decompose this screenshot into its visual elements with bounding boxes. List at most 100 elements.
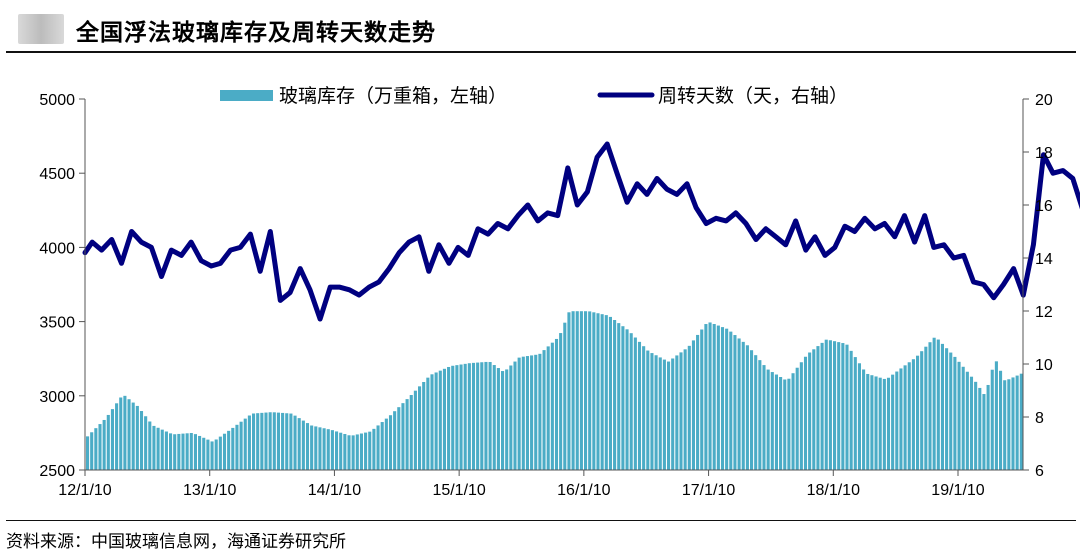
- inventory-bar: [600, 314, 604, 470]
- inventory-bar: [708, 322, 712, 470]
- inventory-bar: [164, 431, 168, 470]
- inventory-bar: [152, 425, 156, 470]
- inventory-bar: [202, 437, 206, 470]
- inventory-bar: [671, 358, 675, 470]
- inventory-bar: [841, 343, 845, 470]
- inventory-bar: [252, 413, 256, 470]
- inventory-bar: [305, 423, 310, 470]
- inventory-bar: [339, 432, 343, 470]
- inventory-bar: [704, 324, 708, 470]
- inventory-bar: [969, 376, 974, 470]
- inventory-bar: [604, 315, 608, 470]
- inventory-bar: [899, 368, 903, 470]
- inventory-bar: [720, 327, 725, 470]
- legend-label-inventory: 玻璃库存（万重箱，左轴）: [279, 85, 507, 107]
- inventory-bar: [301, 420, 305, 470]
- inventory-bar: [235, 424, 239, 470]
- inventory-bar: [625, 329, 629, 470]
- inventory-turnover-chart: 2500 3000 3500 4000 4500 5000 6 8 10 12 14 16 18 20 12…: [39, 85, 1080, 499]
- inventory-bar: [683, 349, 687, 470]
- inventory-bar: [745, 345, 749, 470]
- inventory-bar: [110, 409, 114, 470]
- inventory-bar: [816, 346, 820, 470]
- left-axis-tick-label: 3000: [39, 389, 75, 406]
- inventory-bar: [563, 322, 567, 470]
- inventory-bar: [218, 436, 222, 470]
- inventory-bar: [430, 374, 434, 470]
- axes-layer: 2500 3000 3500 4000 4500 5000 6 8 10 12 14 16 18 20 12…: [39, 92, 1052, 499]
- inventory-bar: [393, 411, 397, 470]
- inventory-bar: [471, 362, 476, 470]
- line-layer: [82, 141, 1080, 322]
- inventory-bar: [754, 355, 758, 470]
- inventory-bar: [961, 366, 965, 470]
- inventory-bar: [650, 353, 654, 470]
- inventory-bar: [501, 371, 505, 470]
- inventory-bar: [131, 402, 135, 470]
- inventory-bar: [401, 403, 405, 470]
- right-axis-tick-label: 18: [1035, 145, 1053, 162]
- right-axis-tick-label: 12: [1035, 304, 1053, 321]
- inventory-bar: [160, 429, 164, 470]
- inventory-bar: [903, 365, 907, 470]
- inventory-bar: [795, 367, 799, 470]
- inventory-bar: [388, 415, 393, 470]
- inventory-bar: [949, 352, 953, 470]
- inventory-bar: [189, 433, 193, 470]
- x-axis-tick-label: 17/1/10: [682, 482, 735, 499]
- inventory-bar: [476, 362, 480, 470]
- inventory-bar: [156, 427, 160, 470]
- inventory-bar: [982, 394, 986, 470]
- inventory-bar: [364, 432, 368, 470]
- title-bar: 全国浮法玻璃库存及周转天数走势: [0, 0, 1080, 58]
- inventory-bar: [525, 356, 529, 470]
- inventory-bar: [916, 355, 920, 470]
- inventory-bar: [928, 342, 932, 470]
- inventory-bar: [144, 416, 148, 470]
- inventory-bar: [945, 348, 949, 470]
- inventory-bar: [696, 334, 700, 470]
- x-axis-tick-label: 16/1/10: [557, 482, 610, 499]
- inventory-bar: [994, 361, 998, 470]
- inventory-bar: [94, 428, 98, 470]
- inventory-bar: [579, 311, 583, 470]
- inventory-bar: [480, 362, 484, 470]
- inventory-bar: [181, 433, 185, 470]
- inventory-bar: [343, 433, 347, 470]
- inventory-bar: [608, 316, 612, 470]
- report-logo-mark: [18, 14, 64, 44]
- source-note: 资料来源：中国玻璃信息网，海通证券研究所: [6, 532, 346, 552]
- inventory-bar: [687, 345, 691, 470]
- inventory-bar: [285, 413, 289, 470]
- inventory-bar: [239, 421, 243, 470]
- inventory-bar: [214, 439, 218, 470]
- inventory-bar: [559, 333, 563, 470]
- inventory-bar: [779, 377, 783, 470]
- inventory-bar: [965, 371, 969, 470]
- inventory-bar: [148, 421, 152, 470]
- inventory-bar: [442, 368, 446, 470]
- inventory-bar: [488, 362, 492, 470]
- inventory-bar: [496, 368, 500, 470]
- left-axis-tick-label: 4000: [39, 240, 75, 257]
- inventory-bar: [542, 350, 546, 470]
- inventory-bar: [434, 372, 438, 470]
- inventory-bar: [463, 363, 467, 470]
- inventory-bar: [206, 439, 210, 470]
- inventory-bar: [422, 382, 426, 470]
- inventory-bar: [530, 355, 534, 470]
- inventory-bar: [770, 372, 774, 470]
- inventory-bar: [492, 365, 496, 470]
- inventory-bar: [330, 430, 334, 470]
- inventory-bar: [808, 352, 812, 470]
- inventory-bar: [588, 311, 592, 470]
- inventory-bar: [679, 352, 683, 470]
- inventory-bar: [86, 436, 90, 470]
- inventory-bar: [803, 356, 808, 470]
- title-divider: [6, 51, 1076, 53]
- inventory-bar: [849, 350, 853, 470]
- inventory-bar: [911, 359, 915, 470]
- inventory-bar: [426, 377, 430, 470]
- x-axis-tick-label: 12/1/10: [58, 482, 111, 499]
- inventory-bar: [455, 365, 459, 470]
